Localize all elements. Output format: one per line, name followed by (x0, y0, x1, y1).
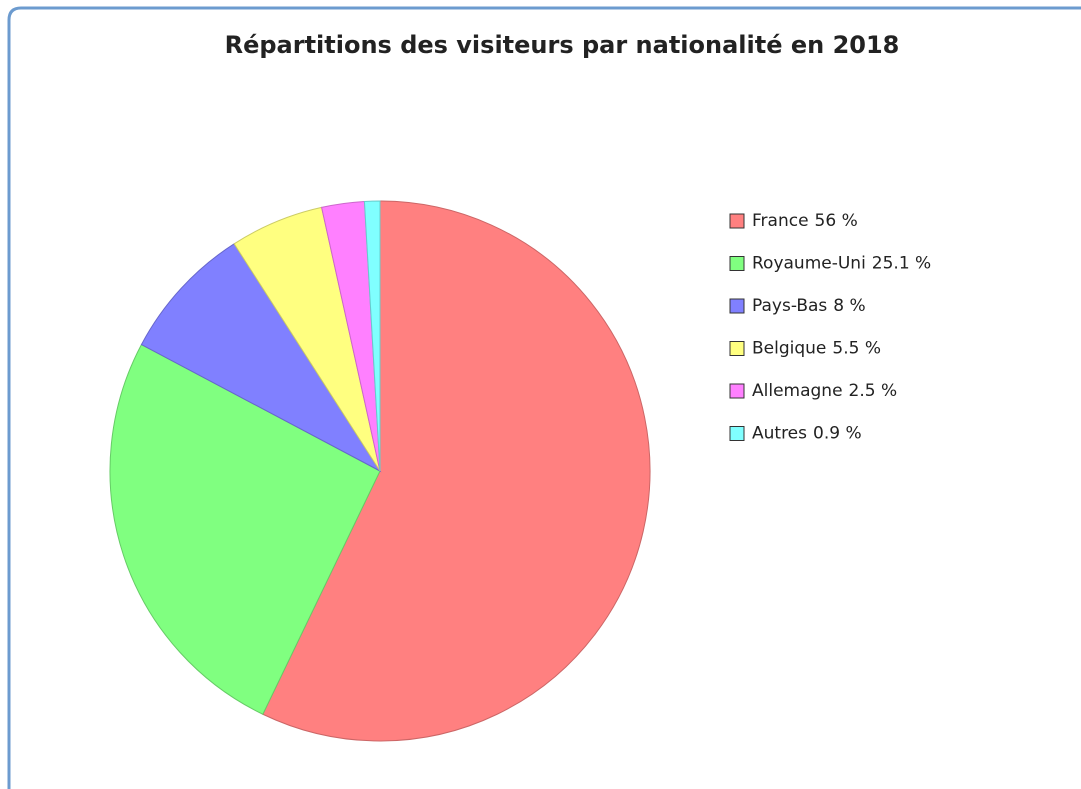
legend-label: France 56 % (752, 211, 858, 231)
legend-value: 0.9 % (813, 424, 862, 444)
legend-value: 2.5 % (849, 381, 898, 401)
legend-label: Autres 0.9 % (752, 424, 862, 444)
legend-swatch (729, 426, 745, 441)
legend-name: Pays-Bas (752, 296, 827, 316)
legend-value: 8 % (833, 296, 865, 316)
chart-title: Répartitions des visiteurs par nationali… (225, 31, 900, 59)
pie-slice (363, 200, 381, 472)
legend-name: Autres (752, 424, 807, 444)
pie-slice (109, 343, 381, 715)
legend-name: Belgique (752, 339, 826, 359)
frame (7, 6, 1081, 789)
legend-name: Allemagne (752, 381, 843, 401)
legend-swatch (729, 256, 745, 271)
legend-value: 56 % (815, 211, 858, 231)
legend-value: 5.5 % (832, 339, 881, 359)
legend-swatch (729, 298, 745, 314)
pie-slice (262, 200, 651, 742)
legend-value: 25.1 % (872, 254, 931, 274)
legend-swatch (729, 213, 745, 229)
legend-name: Royaume-Uni (752, 254, 866, 274)
legend-name: France (752, 211, 809, 231)
legend-label: Allemagne 2.5 % (752, 381, 897, 401)
legend-swatch (729, 341, 745, 356)
legend-label: Belgique 5.5 % (752, 339, 881, 359)
legend-label: Royaume-Uni 25.1 % (752, 254, 931, 274)
pie-slice (140, 243, 382, 473)
legend-swatch (729, 383, 745, 399)
legend-label: Pays-Bas 8 % (752, 296, 866, 316)
